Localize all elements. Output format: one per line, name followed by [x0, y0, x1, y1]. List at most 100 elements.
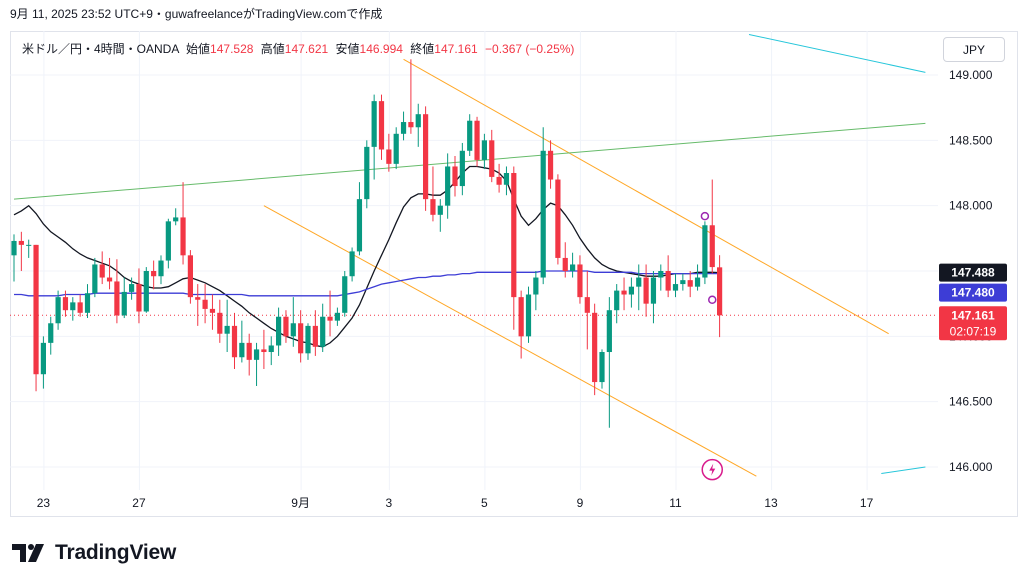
candle[interactable]	[312, 310, 318, 356]
candle[interactable]	[180, 182, 186, 265]
candle[interactable]	[349, 247, 355, 282]
candle[interactable]	[106, 257, 113, 290]
candle[interactable]	[253, 342, 260, 386]
candle[interactable]	[195, 284, 201, 326]
candle[interactable]	[525, 286, 532, 343]
candle[interactable]	[99, 251, 105, 285]
candle[interactable]	[628, 277, 634, 308]
candle[interactable]	[437, 199, 443, 232]
candle[interactable]	[636, 264, 642, 311]
candle[interactable]	[77, 294, 83, 317]
candle[interactable]	[474, 116, 480, 167]
candle[interactable]	[11, 234, 17, 282]
candle[interactable]	[592, 303, 598, 396]
candle[interactable]	[599, 349, 605, 389]
currency-button[interactable]: JPY	[943, 37, 1005, 62]
candle[interactable]	[584, 271, 590, 350]
candle[interactable]	[687, 271, 693, 298]
candle[interactable]	[298, 310, 304, 363]
candle[interactable]	[268, 336, 274, 366]
candle[interactable]	[518, 290, 524, 359]
candle[interactable]	[489, 129, 495, 183]
candle[interactable]	[364, 140, 370, 209]
candle[interactable]	[209, 294, 216, 330]
candle[interactable]	[261, 329, 267, 369]
candle[interactable]	[165, 218, 171, 269]
candle[interactable]	[503, 166, 510, 196]
candle[interactable]	[445, 153, 451, 219]
candle[interactable]	[305, 323, 311, 360]
candle[interactable]	[467, 114, 473, 157]
candle[interactable]	[371, 94, 377, 180]
candle[interactable]	[717, 255, 723, 338]
candle[interactable]	[511, 166, 517, 330]
candle[interactable]	[173, 208, 179, 226]
candle[interactable]	[62, 290, 69, 317]
tradingview-brand[interactable]: TradingView	[12, 541, 176, 565]
candle[interactable]	[702, 221, 708, 285]
candle[interactable]	[143, 267, 149, 313]
candle[interactable]	[114, 259, 120, 324]
candle[interactable]	[452, 156, 458, 197]
candle[interactable]	[547, 140, 554, 189]
candle[interactable]	[680, 273, 686, 291]
candle[interactable]	[459, 142, 465, 196]
candle[interactable]	[540, 127, 546, 285]
candle[interactable]	[187, 250, 193, 304]
candle[interactable]	[283, 310, 289, 343]
candle[interactable]	[121, 277, 127, 319]
candle[interactable]	[158, 255, 164, 285]
candle[interactable]	[423, 106, 429, 211]
candle[interactable]	[614, 284, 620, 324]
candle[interactable]	[129, 277, 135, 300]
candle[interactable]	[55, 290, 61, 330]
candle[interactable]	[136, 268, 142, 324]
candle[interactable]	[151, 260, 157, 290]
candle[interactable]	[342, 271, 348, 317]
candle[interactable]	[202, 284, 208, 324]
candle[interactable]	[621, 277, 627, 311]
candle[interactable]	[430, 166, 436, 222]
candle[interactable]	[276, 307, 282, 356]
candle[interactable]	[650, 271, 657, 324]
candle[interactable]	[33, 244, 39, 392]
candle[interactable]	[606, 297, 612, 428]
candle[interactable]	[18, 231, 24, 271]
candle[interactable]	[70, 297, 76, 321]
candle[interactable]	[224, 299, 230, 353]
candle[interactable]	[400, 111, 407, 141]
candle[interactable]	[40, 336, 46, 389]
candle[interactable]	[386, 133, 392, 172]
candle[interactable]	[408, 59, 414, 134]
candle[interactable]	[239, 320, 245, 363]
candle[interactable]	[533, 271, 539, 311]
candle[interactable]	[496, 163, 502, 193]
candle[interactable]	[378, 94, 385, 160]
candle[interactable]	[415, 103, 421, 147]
candle[interactable]	[290, 297, 296, 347]
candle[interactable]	[709, 179, 715, 274]
candle[interactable]	[26, 239, 32, 258]
candle[interactable]	[231, 312, 238, 369]
candle[interactable]	[320, 303, 326, 353]
candle[interactable]	[562, 242, 568, 278]
candle[interactable]	[481, 133, 487, 170]
candle[interactable]	[643, 264, 649, 317]
candle[interactable]	[84, 284, 91, 319]
candle[interactable]	[555, 174, 561, 265]
candle[interactable]	[658, 264, 664, 291]
candle[interactable]	[577, 255, 583, 304]
candle[interactable]	[570, 252, 576, 278]
candle[interactable]	[334, 307, 340, 326]
candle[interactable]	[327, 290, 333, 337]
candle[interactable]	[665, 255, 671, 298]
candle[interactable]	[92, 257, 98, 298]
lightning-icon[interactable]	[701, 458, 723, 481]
event-marker[interactable]	[708, 295, 717, 304]
candle[interactable]	[694, 264, 701, 291]
candle[interactable]	[672, 273, 679, 298]
candle[interactable]	[246, 333, 252, 376]
event-marker[interactable]	[700, 211, 710, 221]
candle[interactable]	[48, 316, 54, 355]
